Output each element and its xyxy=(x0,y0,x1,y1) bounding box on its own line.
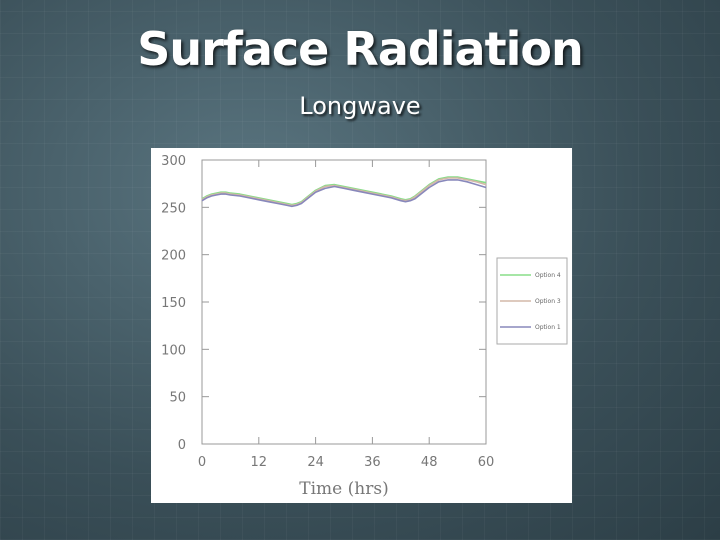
y-tick-label-50: 50 xyxy=(169,391,186,406)
series-line-2 xyxy=(201,177,487,207)
y-tick-label-150: 150 xyxy=(161,296,186,311)
legend: Option 4 Option 3 Option 1 xyxy=(496,257,568,345)
y-tick-label-200: 200 xyxy=(161,249,186,264)
y-tick-label-0: 0 xyxy=(178,438,186,453)
y-tick-label-100: 100 xyxy=(161,343,186,358)
legend-label-1: Option 4 xyxy=(535,272,561,279)
chart-panel: 0 12 24 36 48 60 0 50 100 150 200 250 300 Time (hrs)… xyxy=(151,148,572,503)
x-tick-label-36: 36 xyxy=(364,455,381,470)
x-tick-label-24: 24 xyxy=(307,455,324,470)
slide-subtitle: Longwave xyxy=(299,92,421,120)
x-axis-title: Time (hrs) xyxy=(299,479,388,499)
line-chart: 0 12 24 36 48 60 0 50 100 150 200 250 300 Time (hrs)… xyxy=(161,154,568,499)
x-tick-label-48: 48 xyxy=(421,455,438,470)
x-tick-label-60: 60 xyxy=(478,455,495,470)
series-line-3 xyxy=(201,179,487,208)
slide-title: Surface Radiation xyxy=(137,22,583,76)
tick-labels: 0 12 24 36 48 60 0 50 100 150 200 250 300 xyxy=(161,154,494,470)
plot-frame xyxy=(201,159,487,445)
plot-border xyxy=(201,159,487,445)
legend-label-3: Option 1 xyxy=(535,324,561,331)
legend-label-2: Option 3 xyxy=(535,298,561,305)
axis-ticks xyxy=(201,159,487,445)
x-tick-label-0: 0 xyxy=(198,455,206,470)
series-lines xyxy=(201,176,487,208)
x-tick-label-12: 12 xyxy=(251,455,268,470)
y-tick-label-250: 250 xyxy=(161,201,186,216)
y-tick-label-300: 300 xyxy=(161,154,186,169)
